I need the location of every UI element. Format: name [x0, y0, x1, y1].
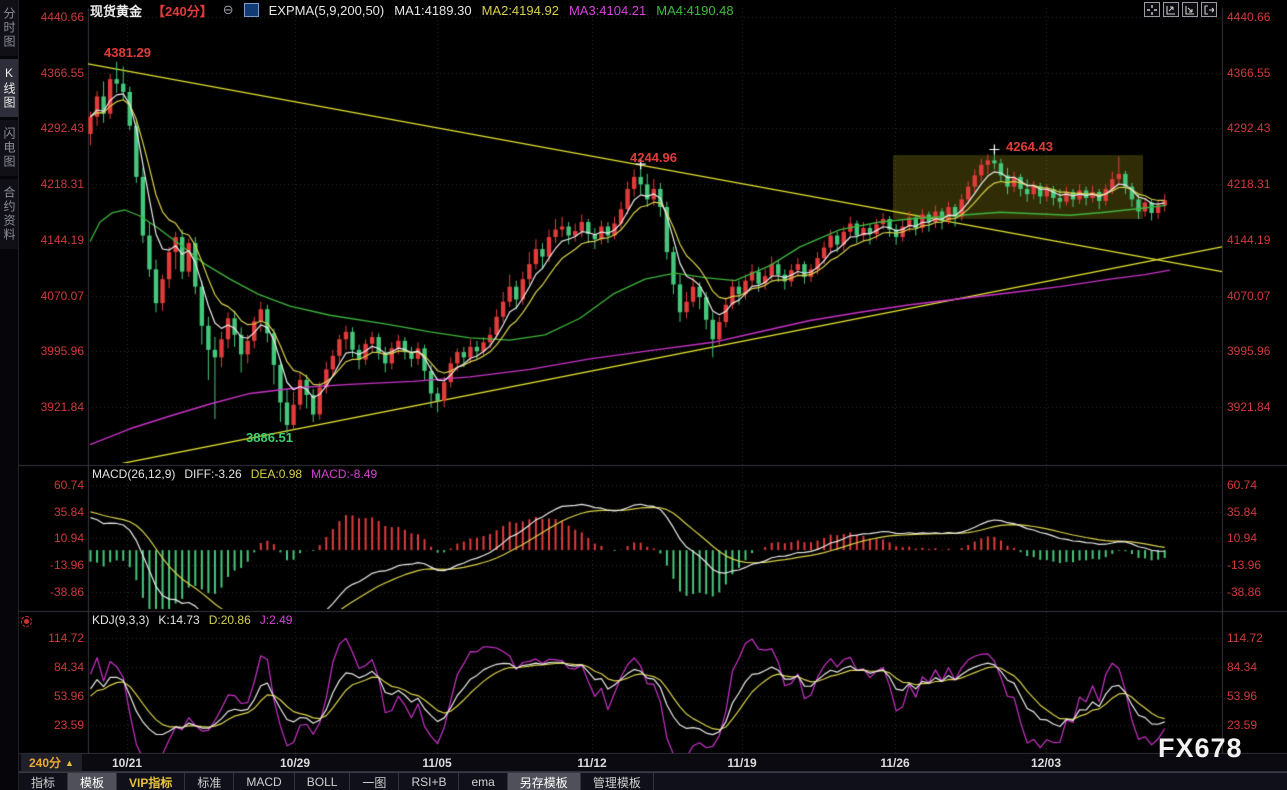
ma3-value: MA3:4104.21 — [568, 2, 647, 18]
period-label: 【240分】 — [152, 3, 213, 19]
y-axis-label: 53.96 — [1227, 689, 1258, 703]
x-axis-label: 12/03 — [1030, 756, 1062, 770]
kdj-title: KDJ(9,3,3) — [92, 613, 150, 627]
y-axis-label: 4292.43 — [40, 121, 84, 136]
y-axis-label: 4366.55 — [40, 65, 84, 80]
ma2-value: MA2:4194.92 — [481, 2, 559, 18]
toolbar-button-vip-indicator[interactable]: VIP指标 — [117, 773, 186, 790]
y-axis-label: 114.72 — [1227, 631, 1263, 645]
y-axis-label: 3995.96 — [1227, 344, 1271, 359]
top-right-icon-group — [1144, 2, 1217, 17]
macd-macd-value: MACD:-8.49 — [311, 467, 378, 481]
macd-dea-value: DEA:0.98 — [250, 467, 303, 481]
price-annotation: 4244.96 — [630, 150, 677, 165]
y-axis-label: 4070.07 — [1227, 288, 1271, 303]
macd-title-row: MACD(26,12,9) DIFF:-3.26 DEA:0.98 MACD:-… — [92, 467, 377, 481]
toolbar-button-one-chart[interactable]: 一图 — [350, 773, 400, 790]
y-axis-label: 35.84 — [1227, 504, 1258, 519]
y-axis-label: 23.59 — [1227, 718, 1258, 732]
y-axis-label: 4440.66 — [40, 10, 84, 24]
y-axis-label: 23.59 — [53, 718, 84, 732]
y-axis-label: -38.86 — [49, 584, 84, 599]
y-axis-label: 60.74 — [1227, 477, 1258, 492]
x-axis-label: 11/19 — [727, 756, 757, 770]
y-axis-label: 84.34 — [53, 660, 84, 674]
y-axis-label: 53.96 — [53, 689, 84, 703]
y-axis-label: 4440.66 — [1227, 10, 1271, 24]
toolbar-button-boll[interactable]: BOLL — [295, 773, 351, 790]
sidebar-tab-contract-info[interactable]: 合约资料 — [0, 179, 18, 249]
y-axis-label: -13.96 — [49, 558, 84, 573]
toolbar-button-indicator[interactable]: 指标 — [19, 773, 69, 790]
toolbar-button-macd[interactable]: MACD — [234, 773, 295, 790]
axis-scale-left-icon[interactable] — [1163, 2, 1179, 17]
y-axis-label: 4218.31 — [40, 177, 84, 192]
mini-kline-icon — [243, 3, 259, 17]
period-selector-label: 240分 — [29, 756, 62, 770]
kdj-j-value: J:2.49 — [259, 613, 293, 627]
triangle-up-icon: ▲ — [65, 757, 74, 768]
price-annotation: 4381.29 — [104, 45, 151, 60]
bottom-toolbar: 指标 模板 VIP指标 标准 MACD BOLL 一图 RSI+B ema 另存模板 管理模板 — [19, 772, 1287, 790]
sidebar-tab-kline-chart[interactable]: K线图 — [0, 59, 18, 117]
axis-scale-right-icon[interactable] — [1182, 2, 1198, 17]
main-chart-canvas[interactable] — [0, 0, 1287, 772]
price-annotation: 3886.51 — [246, 430, 293, 445]
y-axis-label: -13.96 — [1227, 558, 1262, 573]
y-axis-label: 84.34 — [1227, 660, 1258, 674]
x-axis-label: 11/12 — [577, 756, 607, 770]
price-annotation: 4264.43 — [1006, 139, 1053, 154]
macd-diff-value: DIFF:-3.26 — [184, 467, 242, 481]
y-axis-label: 3921.84 — [1227, 400, 1271, 415]
toolbar-button-save-template[interactable]: 另存模板 — [507, 773, 581, 790]
y-axis-label: 4144.19 — [1227, 232, 1271, 247]
y-axis-label: 4218.31 — [1227, 177, 1271, 192]
x-axis-label: 10/21 — [111, 756, 143, 770]
circled-minus-icon[interactable]: ⊖ — [222, 2, 234, 17]
watermark: FX678 — [1158, 733, 1243, 763]
period-selector-button[interactable]: 240分 ▲ — [21, 754, 82, 771]
y-axis-label: 4144.19 — [40, 232, 84, 247]
y-axis-label: -38.86 — [1227, 584, 1262, 599]
symbol-title: 现货黄金 — [90, 3, 143, 19]
x-axis-label: 11/26 — [880, 756, 910, 770]
x-axis-label: 10/29 — [279, 756, 311, 770]
y-axis-label: 60.74 — [53, 477, 84, 492]
indicator-marker-icon[interactable] — [21, 616, 32, 627]
macd-title: MACD(26,12,9) — [92, 467, 176, 481]
left-sidebar: 分时图 K线图闪电图合约资料 — [0, 0, 19, 790]
y-axis-label: 4366.55 — [1227, 65, 1271, 80]
y-axis-label: 4070.07 — [40, 288, 84, 303]
y-axis-label: 4292.43 — [1227, 121, 1271, 136]
y-axis-label: 114.72 — [48, 631, 84, 645]
kdj-k-value: K:14.73 — [158, 613, 200, 627]
toolbar-button-rsi-b[interactable]: RSI+B — [399, 773, 460, 790]
kdj-title-row: KDJ(9,3,3) K:14.73 D:20.86 J:2.49 — [92, 613, 292, 627]
sidebar-tab-lightning-chart[interactable]: 闪电图 — [0, 120, 18, 176]
ma4-value: MA4:4190.48 — [656, 2, 734, 18]
indicator-name: EXPMA(5,9,200,50) — [268, 2, 385, 18]
toolbar-button-manage-template[interactable]: 管理模板 — [581, 773, 654, 790]
x-axis-label: 11/05 — [422, 756, 452, 770]
chart-header: 现货黄金 【240分】 ⊖ EXPMA(5,9,200,50) MA1:4189… — [90, 2, 734, 19]
ma1-value: MA1:4189.30 — [394, 2, 472, 18]
crosshair-icon[interactable] — [1144, 2, 1160, 17]
y-axis-label: 10.94 — [53, 531, 84, 546]
y-axis-label: 35.84 — [53, 504, 84, 519]
kdj-d-value: D:20.86 — [208, 613, 251, 627]
toolbar-button-ema[interactable]: ema — [459, 773, 508, 790]
y-axis-label: 3921.84 — [40, 400, 84, 415]
y-axis-label: 3995.96 — [40, 344, 84, 359]
sidebar-tab-time-chart[interactable]: 分时图 — [0, 0, 18, 56]
date-axis-row: 240分 ▲ 10/21 10/29 11/05 11/12 11/19 11/26 12/… — [19, 754, 1287, 771]
toolbar-button-standard[interactable]: 标准 — [185, 773, 235, 790]
y-axis-label: 10.94 — [1227, 531, 1258, 546]
toolbar-button-template[interactable]: 模板 — [68, 773, 118, 790]
panel-exit-icon[interactable] — [1201, 2, 1217, 17]
